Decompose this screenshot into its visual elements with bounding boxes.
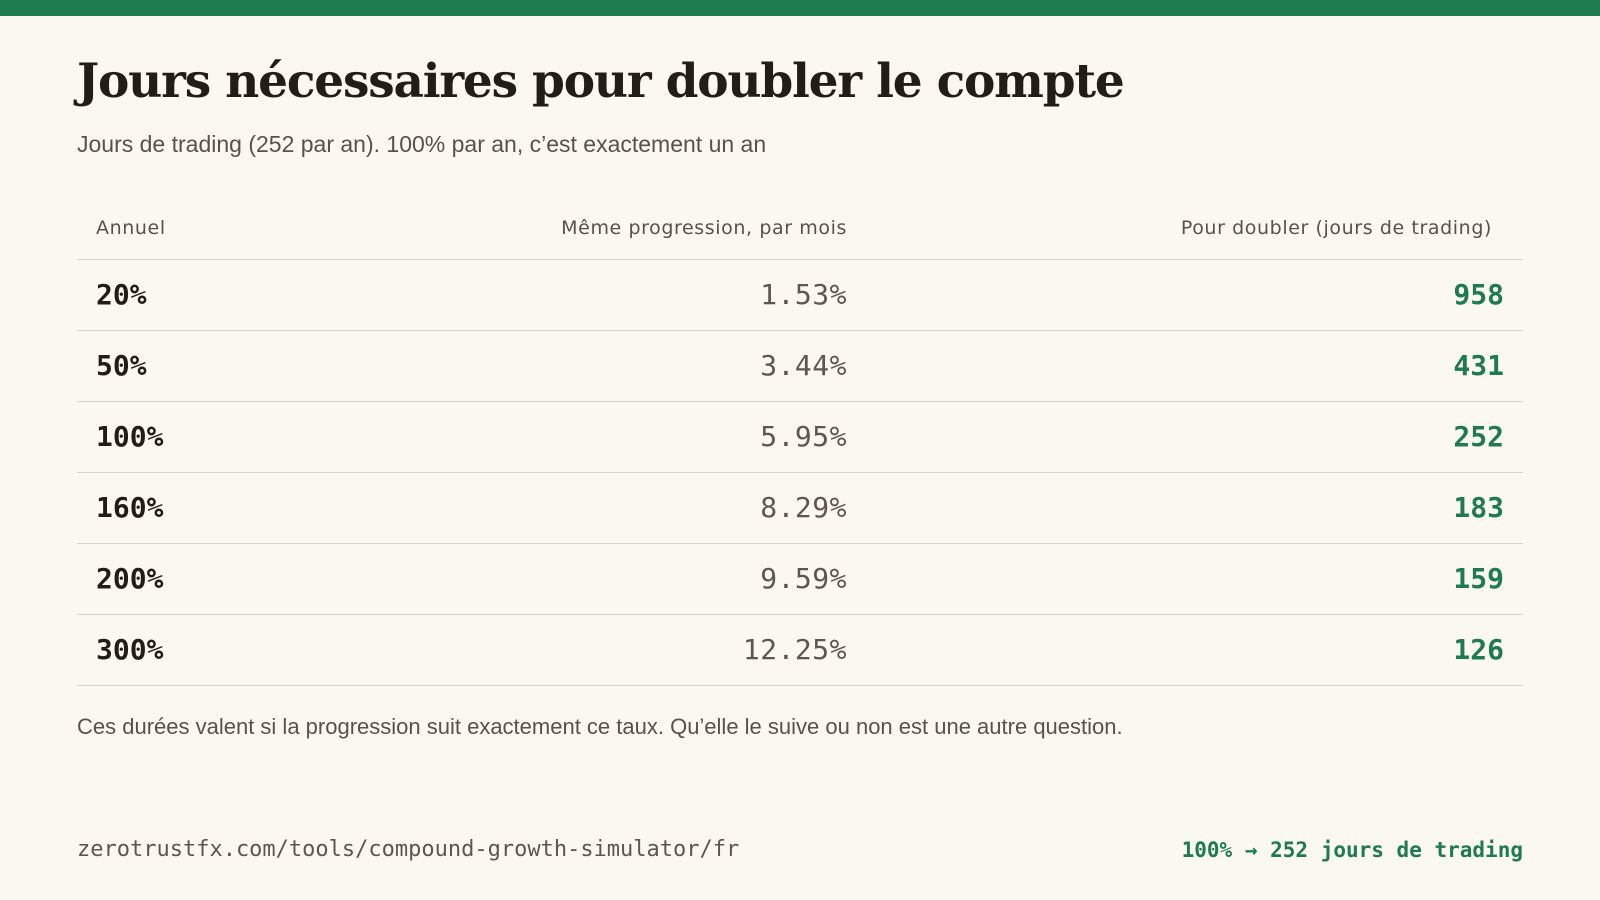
table-row: 160% 8.29% 183 [77, 473, 1523, 544]
monthly-rate-cell: 5.95% [760, 420, 847, 453]
column-header-annual: Annuel [96, 217, 166, 239]
monthly-rate-cell: 9.59% [760, 562, 847, 595]
annual-rate-cell: 200% [96, 562, 164, 595]
doubling-table: Annuel Même progression, par mois Pour d… [77, 200, 1523, 686]
annual-rate-cell: 100% [96, 420, 164, 453]
days-to-double-cell: 126 [1453, 633, 1504, 666]
table-row: 20% 1.53% 958 [77, 260, 1523, 331]
annual-rate-cell: 50% [96, 349, 147, 382]
days-to-double-cell: 431 [1453, 349, 1504, 382]
annual-rate-cell: 300% [96, 633, 164, 666]
column-header-monthly: Même progression, par mois [561, 217, 847, 239]
days-to-double-cell: 958 [1453, 278, 1504, 311]
days-to-double-cell: 252 [1453, 420, 1504, 453]
page-subtitle: Jours de trading (252 par an). 100% par … [77, 131, 767, 157]
footer-url: zerotrustfx.com/tools/compound-growth-si… [77, 837, 740, 862]
monthly-rate-cell: 3.44% [760, 349, 847, 382]
days-to-double-cell: 159 [1453, 562, 1504, 595]
table-row: 50% 3.44% 431 [77, 331, 1523, 402]
monthly-rate-cell: 8.29% [760, 491, 847, 524]
footer-highlight: 100% → 252 jours de trading [1181, 838, 1523, 862]
footnote: Ces durées valent si la progression suit… [77, 714, 1123, 739]
days-to-double-cell: 183 [1453, 491, 1504, 524]
top-accent-bar [0, 0, 1600, 16]
annual-rate-cell: 20% [96, 278, 147, 311]
annual-rate-cell: 160% [96, 491, 164, 524]
table-header: Annuel Même progression, par mois Pour d… [77, 200, 1523, 260]
table-row: 300% 12.25% 126 [77, 615, 1523, 686]
monthly-rate-cell: 1.53% [760, 278, 847, 311]
monthly-rate-cell: 12.25% [742, 633, 847, 666]
table-row: 100% 5.95% 252 [77, 402, 1523, 473]
column-header-days: Pour doubler (jours de trading) [1180, 217, 1492, 239]
page-title: Jours nécessaires pour doubler le compte [77, 54, 1125, 109]
table-row: 200% 9.59% 159 [77, 544, 1523, 615]
